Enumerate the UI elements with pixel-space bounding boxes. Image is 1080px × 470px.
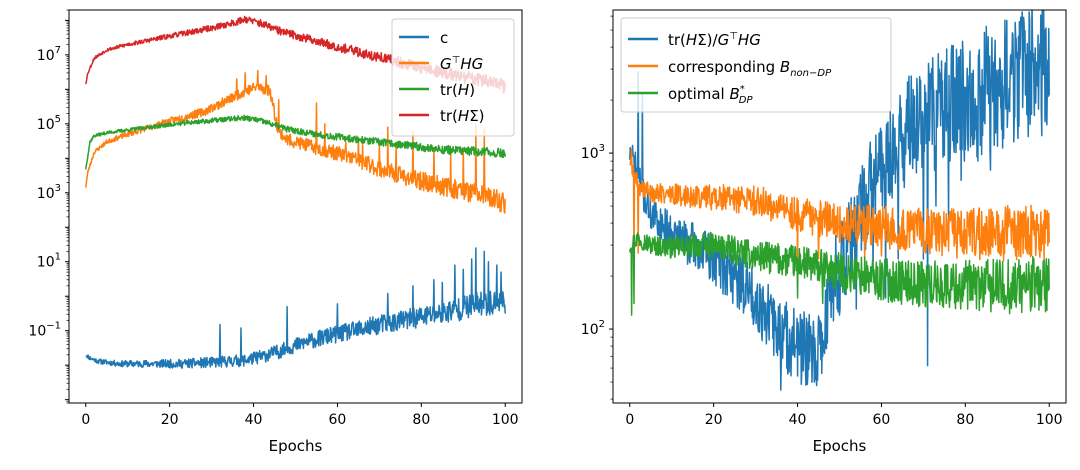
left-series-0 <box>85 247 506 369</box>
right-legend-label-ratio: tr(HΣ)/G⊤HG <box>668 31 761 49</box>
left-series-2 <box>85 114 506 170</box>
right-chart-legend: tr(HΣ)/G⊤HG corresponding Bnon−DP optima… <box>620 17 892 113</box>
right-legend-frame <box>620 17 892 113</box>
left-series-1 <box>85 69 506 214</box>
right-x-tick-label: 100 <box>1036 412 1063 428</box>
right-legend-label-dp: optimal B* DP <box>668 84 753 106</box>
left-chart-x-ticks: 0 20 40 60 80 100 <box>81 403 519 428</box>
right-chart-x-axis-label: Epochs <box>813 437 867 455</box>
left-legend-label-trh: tr(H) <box>440 81 475 99</box>
left-chart: 0 20 40 60 80 100 10−1 101 103 105 107 Epochs c G… <box>28 9 523 455</box>
left-legend-frame <box>391 18 515 137</box>
left-x-tick-label: 60 <box>329 412 347 428</box>
right-series-0 <box>629 10 1050 391</box>
right-chart-frame <box>612 9 1067 404</box>
left-chart-y-ticks: 10−1 101 103 105 107 <box>28 9 69 404</box>
right-chart-lines <box>629 10 1050 391</box>
right-x-tick-label: 20 <box>705 412 723 428</box>
left-chart-legend: c G⊤HG tr(H) tr(HΣ) <box>391 18 515 137</box>
left-y-tick-label: 105 <box>37 114 61 133</box>
right-chart-x-ticks: 0 20 40 60 80 100 <box>625 403 1063 428</box>
left-chart-x-axis-label: Epochs <box>269 437 323 455</box>
right-x-tick-label: 0 <box>625 412 634 428</box>
right-chart: 0 20 40 60 80 100 102 103 Epochs tr(HΣ)/G⊤HG c… <box>581 9 1067 455</box>
right-legend-label-nondp: corresponding Bnon−DP <box>668 58 832 79</box>
right-x-tick-label: 60 <box>873 412 891 428</box>
right-x-tick-label: 80 <box>956 412 974 428</box>
left-x-tick-label: 0 <box>81 412 90 428</box>
right-chart-y-ticks: 102 103 <box>581 15 613 400</box>
right-y-tick-label: 103 <box>581 143 605 162</box>
left-chart-lines <box>85 15 506 369</box>
left-legend-label-c: c <box>440 29 448 47</box>
right-series-1 <box>629 148 1050 270</box>
left-x-tick-label: 80 <box>412 412 430 428</box>
left-y-tick-label: 103 <box>37 183 61 202</box>
right-x-tick-label: 40 <box>789 412 807 428</box>
left-y-tick-label: 101 <box>37 252 61 271</box>
left-legend-label-gthg: G⊤HG <box>440 55 483 73</box>
left-y-tick-label: 107 <box>37 45 61 64</box>
left-x-tick-label: 100 <box>492 412 519 428</box>
left-legend-label-trhsigma: tr(HΣ) <box>440 107 485 125</box>
left-x-tick-label: 40 <box>245 412 263 428</box>
left-x-tick-label: 20 <box>161 412 179 428</box>
left-y-tick-label: 10−1 <box>28 321 61 340</box>
right-y-tick-label: 102 <box>581 319 605 338</box>
right-series-2 <box>629 231 1050 316</box>
